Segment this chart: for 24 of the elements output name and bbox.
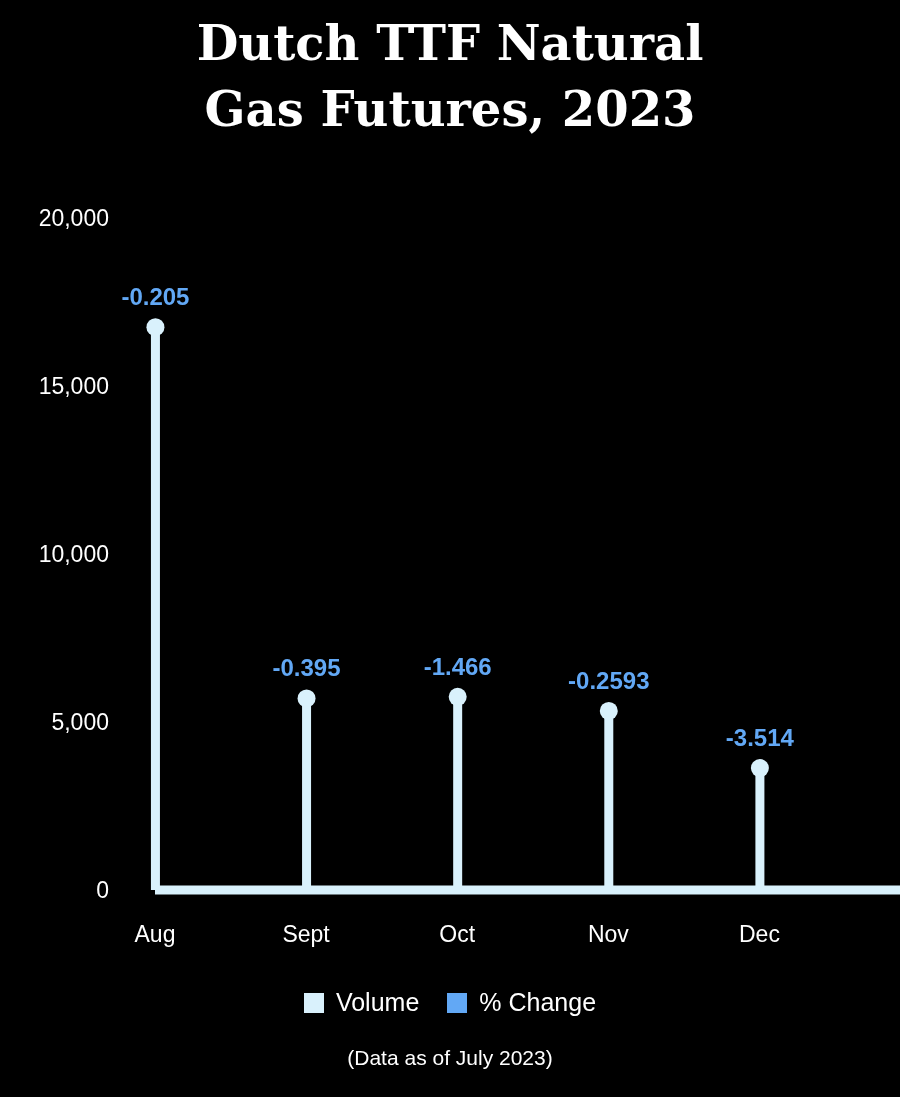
- text: -0.395: [272, 654, 341, 682]
- chart-title: Dutch TTF Natural Gas Futures, 2023: [195, 14, 705, 139]
- point: [448, 687, 467, 706]
- y-tick-label: 10,000: [38, 541, 109, 568]
- point: [750, 759, 769, 778]
- point: [599, 701, 618, 720]
- y-tick-label: 0: [96, 877, 109, 904]
- text: (Data as of July 2023): [346, 1046, 554, 1070]
- y-tick-label: 5,000: [51, 709, 109, 736]
- legend-label: % Change: [479, 988, 597, 1017]
- text: -3.514: [725, 724, 794, 752]
- point: [146, 318, 165, 337]
- text: -1.466: [423, 652, 492, 680]
- x-tick-label: Oct: [439, 921, 476, 948]
- point: [297, 689, 316, 708]
- text: -0.2593: [568, 666, 650, 694]
- x-tick-label: Sept: [282, 921, 331, 948]
- y-tick-label: 20,000: [38, 205, 109, 232]
- x-tick-label: Nov: [587, 921, 630, 948]
- text: -0.205: [121, 283, 190, 311]
- x-tick-label: Dec: [739, 921, 780, 948]
- y-tick-label: 15,000: [38, 373, 109, 400]
- legend-label: Volume: [335, 988, 420, 1017]
- x-tick-label: Aug: [134, 921, 176, 948]
